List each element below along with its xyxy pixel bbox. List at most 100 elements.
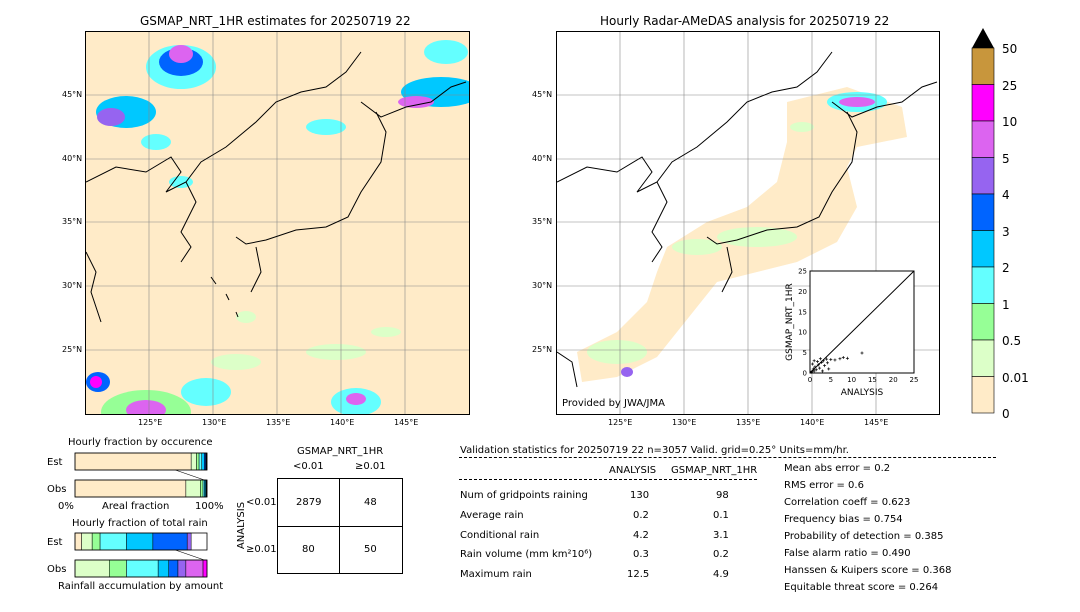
contingency-table: 2879 48 80 50 <box>277 478 403 574</box>
scatter-xtick: 5 <box>829 376 833 384</box>
colorbar-segment <box>971 84 995 122</box>
validation-row-gsmap: 3.1 <box>713 530 729 541</box>
colorbar-label: 5 <box>1002 152 1010 166</box>
rain-fraction-bar-frame <box>74 532 208 551</box>
colorbar-segment <box>971 193 995 231</box>
scatter-xtick: 15 <box>868 376 877 384</box>
validation-row-label: Average rain <box>460 510 524 521</box>
validation-row-analysis: 4.2 <box>633 530 649 541</box>
right-lon-label: 130°E <box>672 418 697 427</box>
left-lon-label: 125°E <box>138 418 163 427</box>
right-lon-label: 140°E <box>800 418 825 427</box>
occurrence-xtick: 0% <box>58 501 74 512</box>
scatter-point <box>813 365 817 369</box>
contingency-cell: 2879 <box>296 497 322 508</box>
colorbar-label: 50 <box>1002 42 1018 56</box>
colorbar-label: 10 <box>1002 115 1018 129</box>
colorbar-extend-arrow <box>972 28 994 48</box>
rain-fraction-est-label: Est <box>47 537 63 548</box>
right-lat-label: 35°N <box>532 217 553 226</box>
validation-score: False alarm ratio = 0.490 <box>784 548 911 559</box>
scatter-point <box>810 362 814 366</box>
contingency-cell: 50 <box>364 544 377 555</box>
occurrence-bar-segment <box>190 452 197 471</box>
scatter-ytick: 0 <box>803 370 807 378</box>
left-lat-label: 40°N <box>62 154 83 163</box>
validation-divider <box>459 479 757 480</box>
right-lat-label: 25°N <box>532 345 553 354</box>
right-lat-label: 40°N <box>532 154 553 163</box>
validation-header: Validation statistics for 20250719 22 n=… <box>460 445 849 456</box>
occurrence-bar-segment <box>200 479 204 498</box>
validation-score: RMS error = 0.6 <box>784 480 864 491</box>
left-lat-label: 35°N <box>62 217 83 226</box>
validation-row-label: Conditional rain <box>460 530 540 541</box>
colorbar-segment <box>971 157 995 195</box>
scatter-xtick: 20 <box>889 376 898 384</box>
scatter-point <box>818 366 822 370</box>
validation-score: Hanssen & Kuipers score = 0.368 <box>784 565 952 576</box>
scatter-point <box>833 358 837 362</box>
colorbar-label: 0 <box>1002 407 1010 421</box>
colorbar-segment <box>971 303 995 341</box>
scatter-point <box>811 367 815 371</box>
scatter-point <box>812 369 816 373</box>
rain-fraction-bar-segment <box>177 559 187 578</box>
rain-fraction-bar-segment <box>202 559 208 578</box>
contingency-side-label: ANALYSIS <box>236 501 248 550</box>
rain-fraction-bar-segment <box>81 532 93 551</box>
scatter-point <box>820 369 824 373</box>
colorbar-segment <box>971 47 995 85</box>
scatter-point <box>810 369 814 373</box>
occurrence-bar-segment <box>201 452 205 471</box>
right-map-coastline <box>557 51 938 388</box>
rain-fraction-bar-segment <box>152 532 188 551</box>
colorbar-segment <box>971 376 995 414</box>
rain-fraction-bar-segment <box>74 559 110 578</box>
left-lon-label: 130°E <box>202 418 227 427</box>
right-map: Provided by JWA/JMA <box>556 31 940 415</box>
left-lon-label: 145°E <box>394 418 419 427</box>
scatter-xtick: 0 <box>808 376 812 384</box>
left-map-rain-field <box>86 40 469 414</box>
contingency-cell: 48 <box>364 497 377 508</box>
scatter-point <box>812 359 816 363</box>
validation-row-gsmap: 0.1 <box>713 510 729 521</box>
rain-fraction-bar-segment <box>185 559 204 578</box>
scatter-point <box>818 357 822 361</box>
validation-row-analysis: 0.3 <box>633 549 649 560</box>
validation-col-gsmap: GSMAP_NRT_1HR <box>671 465 758 476</box>
scatter-xtick: 10 <box>847 376 856 384</box>
validation-row-label: Rain volume (mm km²10⁶) <box>460 549 593 560</box>
validation-row-label: Maximum rain <box>460 569 532 580</box>
rain-fraction-bar-connector <box>175 549 205 561</box>
colorbar-label: 0.01 <box>1002 371 1029 385</box>
validation-score: Correlation coeff = 0.623 <box>784 497 911 508</box>
left-lon-label: 140°E <box>330 418 355 427</box>
scatter-point <box>820 360 824 364</box>
occurrence-bar-segment <box>185 479 201 498</box>
scatter-point <box>841 355 845 359</box>
colorbar-label: 1 <box>1002 298 1010 312</box>
scatter-diagonal <box>809 270 915 374</box>
colorbar-label: 4 <box>1002 188 1010 202</box>
right-lon-label: 135°E <box>736 418 761 427</box>
scatter-ylabel: GSMAP_NRT_1HR <box>785 283 795 361</box>
right-lon-label: 125°E <box>608 418 633 427</box>
left-map-coastline <box>86 51 467 323</box>
occurrence-est-label: Est <box>47 457 63 468</box>
rain-fraction-bar-segment <box>109 559 127 578</box>
scatter-ytick: 20 <box>798 288 807 296</box>
colorbar-label: 2 <box>1002 261 1010 275</box>
scatter-point <box>814 368 818 372</box>
rain-fraction-xlabel: Rainfall accumulation by amount <box>58 581 224 592</box>
occurrence-bar-segment <box>196 452 200 471</box>
scatter-ytick: 25 <box>798 268 807 276</box>
occurrence-bar-frame <box>74 452 208 471</box>
scatter-point <box>860 351 864 355</box>
rain-fraction-title: Hourly fraction of total rain <box>72 518 208 529</box>
validation-row-analysis: 0.2 <box>633 510 649 521</box>
left-map-gridlines <box>86 32 469 414</box>
colorbar-segment <box>971 120 995 158</box>
colorbar-label: 0.5 <box>1002 334 1022 348</box>
